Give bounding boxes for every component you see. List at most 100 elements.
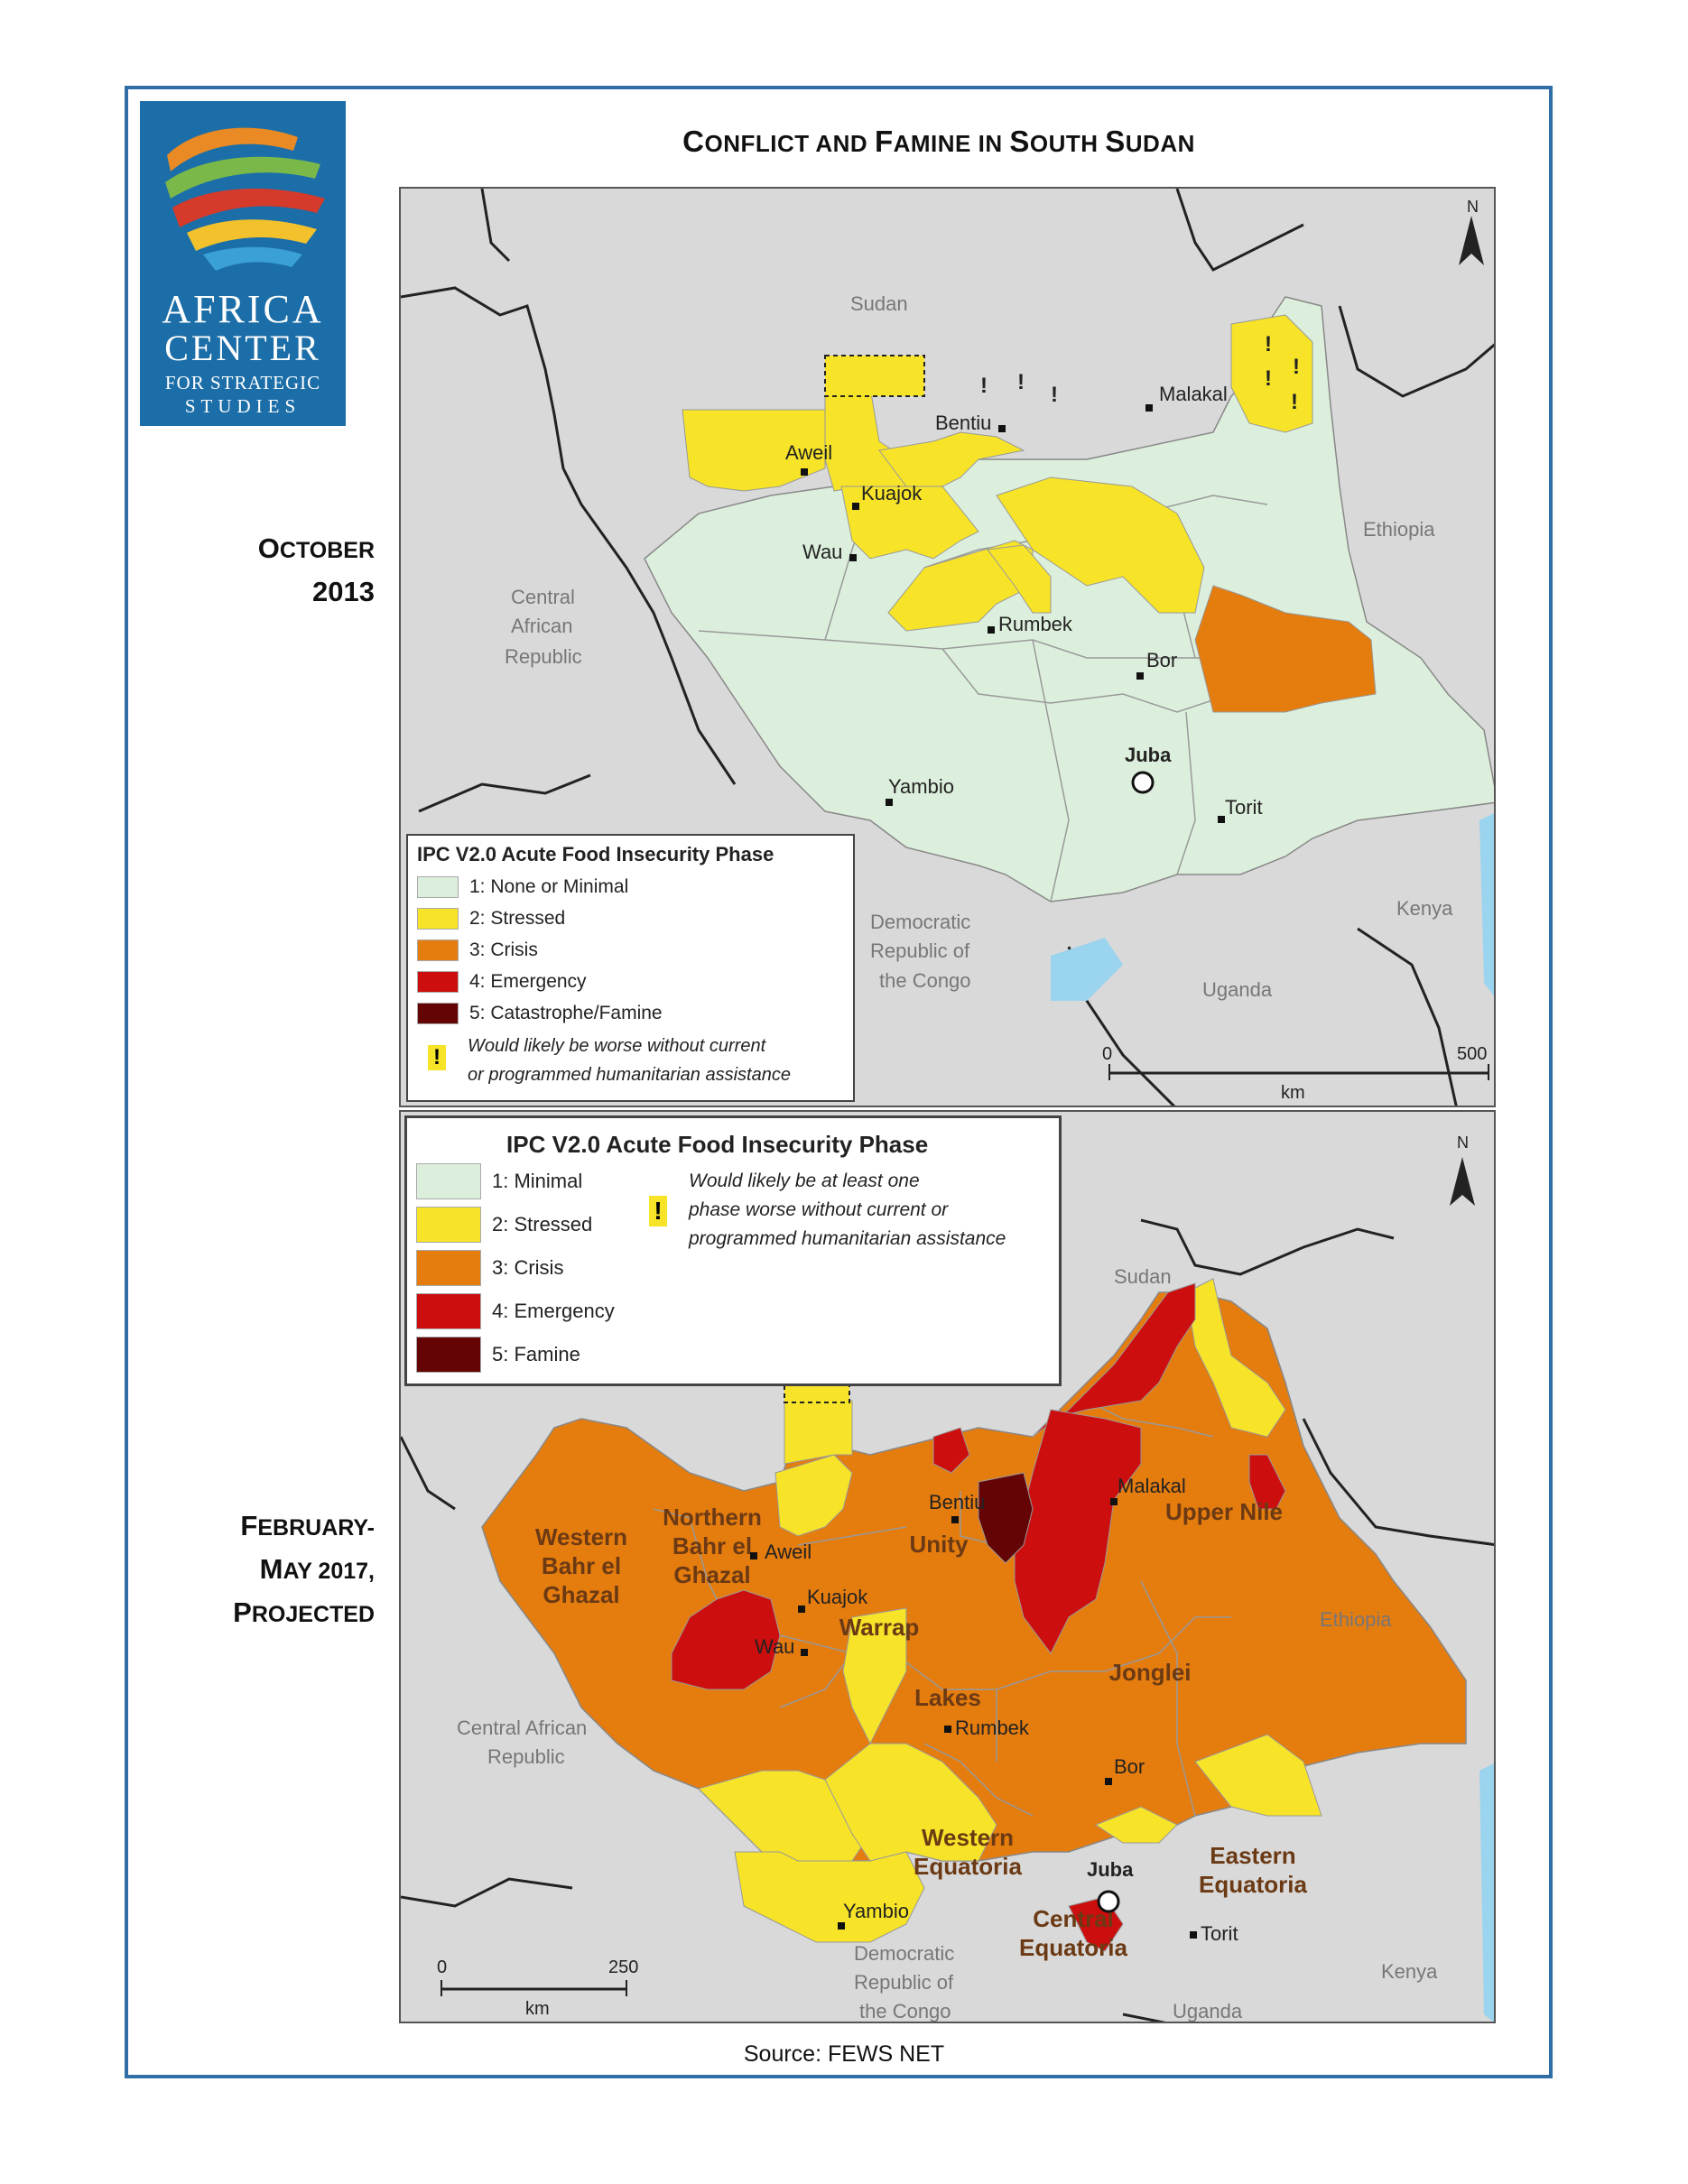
title-cap-f: F <box>874 125 894 158</box>
map2-city-labels: Malakal Bentiu Aweil Kuajok Wau Rumbek B… <box>755 1475 1238 1945</box>
city-bor: Bor <box>1114 1755 1145 1778</box>
city-rumbek: Rumbek <box>955 1717 1030 1739</box>
lake-turkana-2017 <box>1479 1763 1494 2022</box>
city-marker <box>1136 672 1144 680</box>
area-pibor-crisis <box>1194 585 1377 713</box>
city-juba: Juba <box>1087 1858 1134 1881</box>
map-feb-may-2017: N 0 250 km Sudan Ethiopia Central Africa… <box>399 1110 1496 2023</box>
map2-legend: IPC V2.0 Acute Food Insecurity Phase 1: … <box>404 1115 1062 1386</box>
source-caption: Source: FEWS NET <box>743 2041 945 2067</box>
side-bottom-cap1: F <box>240 1510 258 1541</box>
side-top-year: 2013 <box>312 576 375 607</box>
logo-line4: STUDIES <box>184 395 301 417</box>
state-nbg-3: Ghazal <box>673 1561 750 1588</box>
state-upper-nile: Upper Nile <box>1165 1498 1283 1525</box>
map2-scale-end: 250 <box>608 1957 638 1977</box>
legend-label: 5: Catastrophe/Famine <box>469 1003 663 1023</box>
city-marker <box>951 1516 959 1523</box>
warning-icon: ! <box>1293 355 1300 379</box>
map2-scale-bar: 0 250 km <box>437 1957 638 2019</box>
city-marker <box>1190 1931 1197 1939</box>
area-jonglei-east <box>1194 1734 1322 1817</box>
area-north-warrap <box>824 386 907 492</box>
area-rumbek <box>887 540 1034 632</box>
area-w-equatoria-central <box>824 1743 997 1862</box>
lake-turkana <box>1479 813 1494 996</box>
map1-legend-title: IPC V2.0 Acute Food Insecurity Phase <box>417 843 774 865</box>
city-marker <box>798 1606 805 1613</box>
map1-scale-start: 0 <box>1102 1044 1112 1064</box>
country-kenya: Kenya <box>1381 1960 1438 1983</box>
state-we-2: Equatoria <box>914 1853 1022 1880</box>
area-upper-nile-north <box>1185 1278 1286 1438</box>
state-warrap: Warrap <box>839 1614 920 1641</box>
map2-borders <box>401 1218 1494 2022</box>
country-drc-1: Democratic <box>854 1942 954 1965</box>
state-wbg-1: Western <box>535 1523 627 1550</box>
lake-kyoga <box>1051 938 1123 1001</box>
map1-scale-unit: km <box>1281 1083 1305 1103</box>
state-ee-1: Eastern <box>1210 1842 1295 1869</box>
warning-icon: ! <box>980 374 988 398</box>
map2-assist-note-1: Would likely be at least one <box>689 1171 920 1191</box>
state-lakes: Lakes <box>914 1684 981 1711</box>
map2-country-labels: Sudan Ethiopia Central African Republic … <box>457 1265 1438 2022</box>
legend-label: 1: None or Minimal <box>469 876 629 897</box>
map1-legend-item: 3: Crisis <box>417 939 538 961</box>
area-kuajok-warrap <box>840 486 979 560</box>
city-juba: Juba <box>1125 744 1172 766</box>
map1-north-label: N <box>1467 198 1479 216</box>
city-marker <box>750 1552 757 1559</box>
city-marker <box>886 799 893 806</box>
city-rumbek: Rumbek <box>998 613 1073 635</box>
map2-legend-item: 1: Minimal <box>416 1163 582 1199</box>
side-label-top: OCTOBER 2013 <box>258 528 375 613</box>
africa-stripes-icon <box>165 127 325 271</box>
capital-marker <box>1097 1890 1120 1913</box>
side-bottom-rest2: AY 2017, <box>283 1559 376 1584</box>
map1-legend-item: 2: Stressed <box>417 908 565 930</box>
state-unity: Unity <box>910 1531 969 1558</box>
title-part: AMINE IN <box>893 130 1010 157</box>
map1-city-labels: Malakal Bentiu Aweil Kuajok Wau Rumbek B… <box>785 383 1263 819</box>
map2-emergency-areas <box>671 1282 1286 1952</box>
title-cap-s: S <box>1009 125 1030 158</box>
legend-label: 5: Famine <box>492 1343 580 1365</box>
map2-legend-item: 4: Emergency <box>416 1293 615 1329</box>
city-wau: Wau <box>755 1635 794 1658</box>
city-kuajok: Kuajok <box>807 1586 868 1608</box>
area-lakes-west <box>842 1607 907 1745</box>
city-bentiu: Bentiu <box>929 1491 985 1513</box>
map1-warning-markers: ! ! ! ! ! ! ! <box>980 332 1300 414</box>
warning-icon: ! <box>1265 332 1272 356</box>
map2-city-markers <box>750 1498 1197 1939</box>
area-jonglei-upper <box>996 477 1205 614</box>
area-famine-unity <box>978 1472 1034 1564</box>
map2-scale-start: 0 <box>437 1957 447 1977</box>
side-label-bottom: FEBRUARY- MAY 2017, PROJECTED <box>233 1505 375 1635</box>
title-part: ONFLICT AND <box>704 130 875 157</box>
state-ee-2: Equatoria <box>1199 1871 1307 1898</box>
area-abyei-south <box>784 1400 853 1465</box>
area-bor-south <box>1094 1806 1178 1844</box>
map2-legend-title: IPC V2.0 Acute Food Insecurity Phase <box>506 1131 929 1158</box>
country-drc-3: the Congo <box>859 2000 951 2022</box>
city-marker <box>944 1726 951 1733</box>
warning-icon: ! <box>1291 390 1298 414</box>
logo-line1: AFRICA <box>162 287 324 331</box>
city-marker <box>1105 1778 1112 1785</box>
state-wbg-2: Bahr el <box>542 1552 621 1579</box>
country-ethiopia: Ethiopia <box>1320 1608 1392 1631</box>
map2-legend-item: 2: Stressed <box>416 1207 592 1243</box>
map2-assist-note-2: phase worse without current or <box>689 1199 949 1220</box>
map1-legend-item: 4: Emergency <box>417 971 587 993</box>
state-nbg-1: Northern <box>663 1504 762 1531</box>
city-torit: Torit <box>1201 1922 1238 1945</box>
country-sudan: Sudan <box>1114 1265 1172 1288</box>
map2-legend-item: 3: Crisis <box>416 1250 563 1286</box>
country-uganda: Uganda <box>1202 978 1273 1001</box>
map1-scale-bar: 0 500 km <box>1102 1044 1489 1103</box>
city-bentiu: Bentiu <box>935 412 991 434</box>
city-malakal: Malakal <box>1118 1475 1186 1497</box>
title-part: OUTH <box>1029 130 1106 157</box>
